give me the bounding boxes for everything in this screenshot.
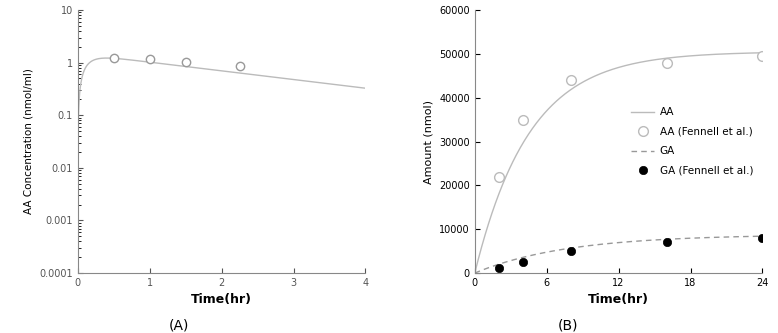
GA (706, 235, 715, 239)
Y-axis label: AA Concentration (nmol/ml): AA Concentration (nmol/ml) (24, 69, 33, 214)
AA (Fennell et al.) (518, 118, 527, 122)
X-axis label: Time(hr): Time(hr) (191, 293, 252, 306)
GA (470, 271, 479, 275)
AA (607, 68, 616, 72)
GA (758, 234, 767, 238)
GA (751, 234, 760, 238)
Line: GA: GA (475, 236, 762, 273)
AA (641, 59, 650, 63)
AA (608, 67, 618, 71)
X-axis label: Time(hr): Time(hr) (588, 293, 649, 306)
Line: AA: AA (475, 53, 762, 273)
Legend: AA, AA (Fennell et al.), GA, GA (Fennell et al.): AA, AA (Fennell et al.), GA, GA (Fennell… (627, 103, 757, 180)
Text: (B): (B) (558, 319, 578, 333)
Y-axis label: Amount (nmol): Amount (nmol) (423, 100, 433, 183)
AA (Fennell et al.) (758, 54, 767, 58)
Line: GA (Fennell et al.): GA (Fennell et al.) (495, 234, 766, 272)
GA (641, 238, 650, 242)
Text: (A): (A) (169, 319, 189, 333)
AA (470, 271, 479, 275)
AA (706, 53, 715, 57)
AA (Fennell et al.) (494, 174, 503, 178)
AA (Fennell et al.) (662, 61, 671, 65)
AA (Fennell et al.) (566, 78, 576, 82)
GA (Fennell et al.) (566, 249, 576, 253)
GA (Fennell et al.) (758, 236, 767, 240)
Line: AA (Fennell et al.): AA (Fennell et al.) (494, 51, 767, 181)
GA (Fennell et al.) (662, 240, 671, 244)
GA (Fennell et al.) (518, 260, 527, 264)
AA (751, 51, 760, 55)
AA (626, 62, 635, 66)
GA (607, 241, 616, 245)
GA (626, 240, 635, 244)
GA (608, 241, 618, 245)
GA (Fennell et al.) (494, 266, 503, 270)
AA (758, 51, 767, 55)
